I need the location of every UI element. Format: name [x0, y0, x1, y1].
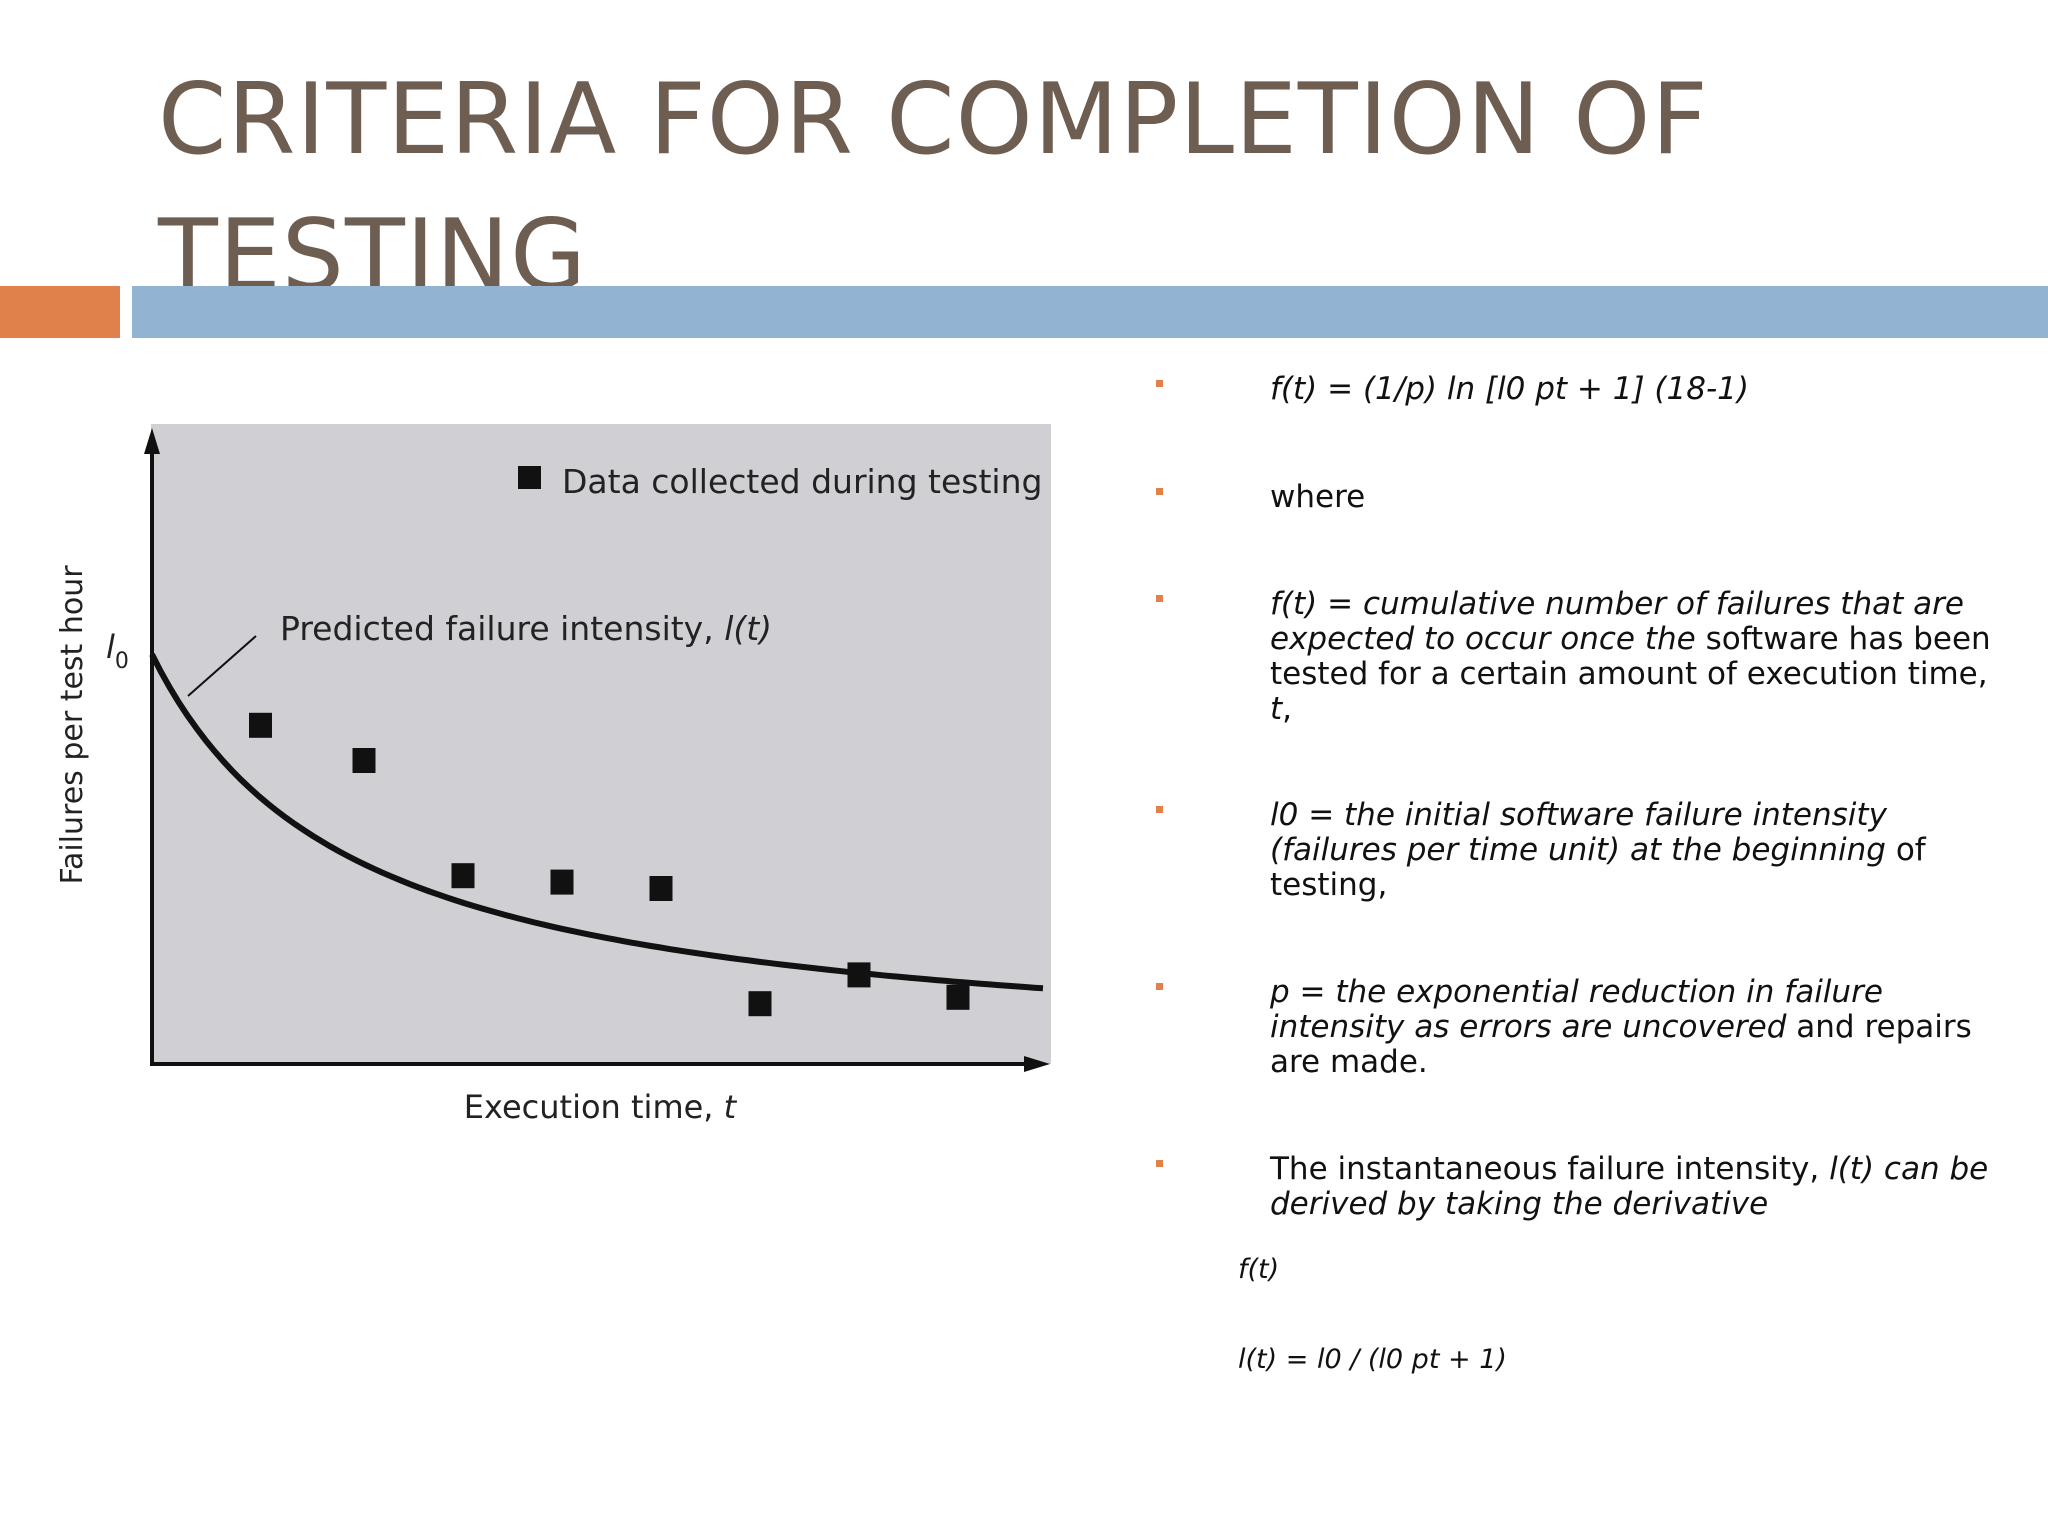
legend-label: Data collected during testing	[562, 462, 1042, 501]
bullet-f-definition: f(t) = cumulative number of failures tha…	[1150, 587, 2010, 727]
data-point-4	[550, 869, 574, 895]
data-point-2	[352, 748, 376, 773]
data-point-7	[847, 962, 871, 988]
bullet-formula: f(t) = (1/p) ln [l0 pt + 1] (18-1)	[1150, 372, 2010, 407]
accent-bar-blue	[132, 286, 2048, 338]
bullet-marker	[1156, 595, 1163, 602]
bullet-instantaneous: The instantaneous failure intensity, l(t…	[1150, 1152, 2010, 1222]
x-axis-label: Execution time, t	[464, 1088, 738, 1126]
failure-intensity-figure: Data collected during testing Predicted …	[55, 424, 1051, 1126]
y-axis-marker: l0	[106, 628, 129, 674]
bullet-p-definition: p = the exponential reduction in failure…	[1150, 975, 2010, 1080]
y-axis-label: Failures per test hour	[55, 565, 90, 885]
intensity-formula: l(t) = l0 / (l0 pt + 1)	[1238, 1344, 1507, 1375]
bullet-marker	[1156, 380, 1163, 387]
plot-background	[151, 424, 1051, 1064]
x-axis-arrow	[1024, 1056, 1050, 1072]
bullet-where: where	[1150, 480, 2010, 515]
predicted-curve	[149, 653, 1044, 992]
bullet-marker	[1156, 983, 1163, 990]
data-point-3	[451, 863, 475, 889]
bullet-l0-definition: l0 = the initial software failure intens…	[1150, 798, 2010, 903]
data-point-1	[249, 712, 272, 738]
definition-list: f(t) = (1/p) ln [l0 pt + 1] (18-1) where…	[1150, 372, 2010, 1295]
data-point-6	[748, 991, 772, 1017]
bullet-marker	[1156, 1160, 1163, 1167]
curve-label: Predicted failure intensity, l(t)	[280, 609, 772, 648]
legend-marker	[518, 466, 541, 489]
bullet-marker	[1156, 806, 1163, 813]
bullet-marker	[1156, 488, 1163, 495]
accent-bar-orange	[0, 286, 120, 338]
data-point-5	[649, 876, 673, 901]
page-title: CRITERIA FOR COMPLETION OF TESTING	[158, 63, 1709, 313]
curve-label-leader	[187, 635, 257, 697]
derivative-of: f(t)	[1238, 1254, 1280, 1285]
data-point-8	[946, 984, 970, 1010]
y-axis-arrow	[144, 428, 160, 454]
